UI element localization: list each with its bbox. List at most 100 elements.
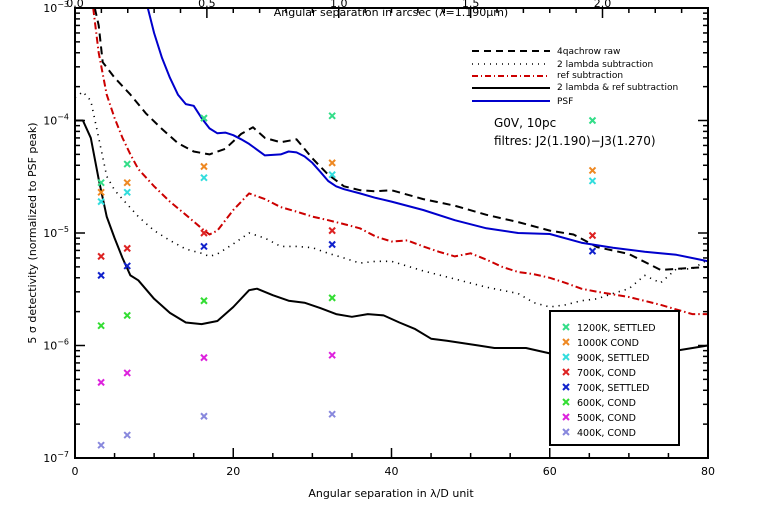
data-point-400k-cond [97, 441, 105, 449]
marker-stroke [588, 247, 597, 255]
marker-legend-symbol [562, 413, 570, 421]
data-point-900k-settled [588, 177, 597, 185]
marker-stroke [123, 311, 131, 320]
series-line-psf [146, 8, 708, 263]
x2-axis-title: Angular separation in arcsec (λ=1.190μm) [274, 6, 508, 19]
marker-stroke [562, 368, 570, 376]
data-point-900k-settled [200, 174, 208, 182]
marker-stroke [200, 297, 208, 305]
x-tick-label: 20 [226, 465, 240, 478]
marker-stroke [200, 242, 208, 251]
data-point-700k-cond [200, 229, 208, 237]
marker-stroke [97, 252, 105, 261]
marker-stroke [97, 321, 105, 330]
y-tick-label: 10−6 [43, 338, 69, 353]
marker-stroke [562, 413, 570, 421]
marker-stroke [200, 114, 208, 122]
data-point-1000k-cond [588, 166, 597, 175]
line-legend: 4qachrow raw 2 lambda subtraction ref su… [472, 47, 678, 107]
marker-stroke [562, 338, 570, 346]
marker-stroke [562, 353, 570, 361]
marker-stroke [123, 262, 131, 270]
data-point-700k-cond [588, 231, 597, 240]
data-point-700k-cond [328, 226, 336, 235]
marker-legend-symbol [562, 428, 570, 436]
data-point-900k-settled [328, 170, 336, 179]
marker-legend-symbol [562, 398, 570, 406]
marker-stroke [328, 226, 336, 235]
data-point-500k-cond [123, 369, 131, 377]
data-point-500k-cond [97, 378, 105, 387]
marker-stroke [328, 170, 336, 179]
data-point-400k-cond [123, 431, 131, 439]
marker-stroke [123, 431, 131, 439]
marker-stroke [588, 116, 597, 125]
x2-tick-label: 2.0 [594, 0, 612, 10]
marker-stroke [200, 412, 208, 420]
marker-legend-label: 1200K, SETTLED [577, 323, 656, 334]
marker-stroke [200, 174, 208, 182]
y-tick-label: 10−4 [43, 113, 69, 128]
x-tick-label: 80 [701, 465, 715, 478]
data-point-700k-cond [123, 244, 131, 253]
x2-tick-label: 0.5 [198, 0, 216, 10]
marker-legend-label: 500K, COND [577, 413, 636, 424]
marker-legend-label: 700K, SETTLED [577, 383, 649, 394]
marker-stroke [562, 428, 570, 436]
marker-legend-symbol [562, 368, 570, 376]
data-point-500k-cond [328, 351, 336, 359]
series-line-ref-subtraction [92, 8, 708, 316]
y-tick-label: 10−5 [43, 225, 69, 240]
marker-stroke [200, 162, 208, 171]
data-point-700k-settled [328, 240, 336, 249]
x2-tick-label: 0.0 [66, 0, 84, 10]
data-point-700k-settled [97, 271, 105, 280]
data-point-1200k-settled [123, 160, 131, 168]
data-point-1200k-settled [328, 112, 336, 120]
marker-stroke [328, 159, 336, 167]
data-point-600k-cond [97, 321, 105, 330]
x2-tick-label: 1.5 [462, 0, 480, 10]
marker-stroke [123, 369, 131, 377]
marker-legend-label: 600K, COND [577, 398, 636, 409]
markers-layer [97, 112, 597, 449]
marker-stroke [328, 351, 336, 359]
data-point-400k-cond [200, 412, 208, 420]
marker-stroke [97, 197, 105, 206]
y-tick-label: 10−3 [43, 0, 69, 15]
marker-stroke [200, 353, 208, 362]
marker-stroke [588, 166, 597, 175]
marker-stroke [588, 177, 597, 185]
data-point-1000k-cond [97, 188, 105, 197]
data-point-1200k-settled [97, 178, 105, 187]
data-point-700k-settled [588, 247, 597, 255]
legend-label-psf: PSF [557, 97, 573, 107]
marker-stroke [97, 378, 105, 387]
marker-stroke [123, 188, 131, 197]
marker-legend-symbol [562, 353, 570, 361]
y-axis-title: 5 σ detectivity (normalized to PSF peak) [26, 122, 39, 343]
x-axis-title: Angular separation in λ/D unit [308, 487, 474, 500]
y-tick-label: 10−7 [43, 450, 69, 465]
marker-stroke [588, 231, 597, 240]
annotation-star: G0V, 10pc [494, 116, 556, 130]
data-point-1000k-cond [328, 159, 336, 167]
marker-legend-label: 400K, COND [577, 428, 636, 439]
marker-stroke [200, 229, 208, 237]
marker-stroke [97, 441, 105, 449]
marker-legend: 1200K, SETTLED 1000K COND 900K, SETTLED 700… [562, 323, 656, 439]
marker-stroke [328, 410, 336, 418]
marker-stroke [328, 240, 336, 249]
data-point-900k-settled [97, 197, 105, 206]
marker-legend-symbol [562, 338, 570, 346]
data-point-700k-settled [123, 262, 131, 270]
data-point-600k-cond [200, 297, 208, 305]
marker-legend-symbol [562, 383, 570, 391]
data-point-1200k-settled [200, 114, 208, 122]
data-point-400k-cond [328, 410, 336, 418]
data-point-700k-settled [200, 242, 208, 251]
x2-tick-label: 1.0 [330, 0, 348, 10]
marker-stroke [97, 271, 105, 280]
x-tick-label: 40 [385, 465, 399, 478]
